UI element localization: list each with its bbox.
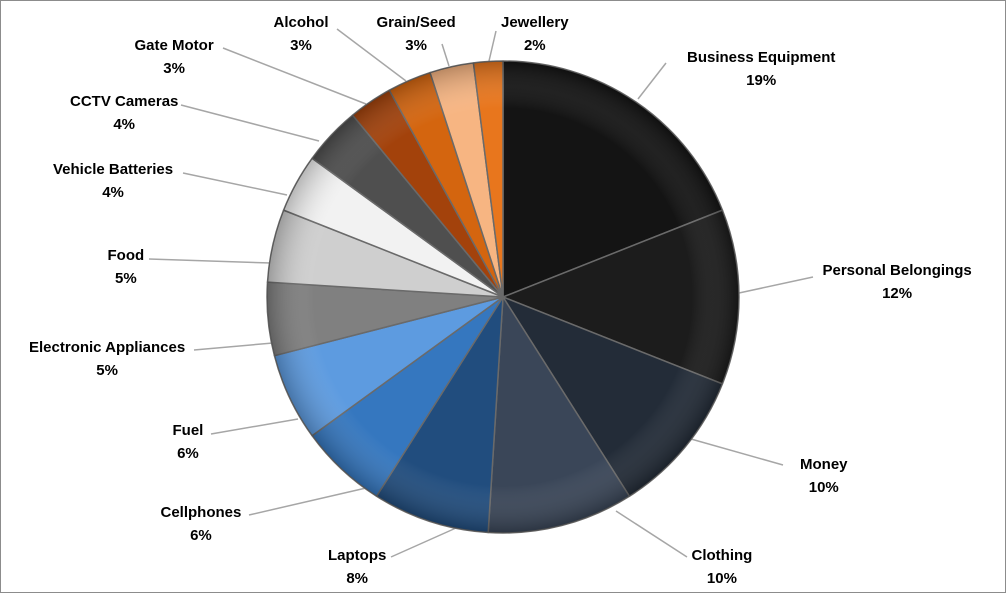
leader-line	[182, 172, 288, 196]
data-label: Grain/Seed 3%	[377, 11, 456, 57]
data-label-percent: 10%	[808, 479, 839, 496]
data-label: Laptops 8%	[328, 544, 386, 590]
data-label: Vehicle Batteries 4%	[53, 158, 173, 204]
leader-line	[148, 258, 272, 264]
leader-line	[738, 276, 814, 294]
data-label-percent: 12%	[882, 285, 913, 302]
data-label-percent: 5%	[114, 270, 137, 287]
data-label-category: Personal Belongings	[822, 262, 972, 279]
data-label-percent: 6%	[177, 445, 199, 462]
data-label: Personal Belongings 12%	[823, 259, 972, 305]
data-label-percent: 3%	[405, 37, 427, 54]
data-label-category: Business Equipment	[687, 49, 836, 66]
data-label: Gate Motor 3%	[135, 34, 214, 80]
data-label: Electronic Appliances 5%	[29, 336, 185, 382]
data-label: Cellphones 6%	[161, 501, 242, 547]
leader-line	[336, 28, 407, 82]
data-label-category: Electronic Appliances	[29, 339, 186, 356]
data-label-category: Laptops	[328, 547, 387, 564]
data-label: Food 5%	[108, 244, 145, 290]
leader-line	[441, 43, 450, 67]
leader-line	[210, 418, 299, 435]
leader-line	[488, 30, 497, 62]
data-label: Money 10%	[800, 453, 848, 499]
leader-line	[180, 104, 320, 142]
data-label-category: Food	[107, 247, 145, 264]
data-label: Clothing 10%	[692, 544, 753, 590]
data-label-category: Cellphones	[160, 504, 242, 521]
leader-line	[248, 487, 367, 516]
pie-bevel-overlay	[267, 61, 739, 533]
data-label: CCTV Cameras 4%	[70, 90, 178, 136]
data-label-percent: 3%	[163, 60, 185, 77]
leader-lines	[148, 28, 814, 558]
data-label-category: Jewellery	[501, 14, 569, 31]
data-label-percent: 3%	[290, 37, 312, 54]
leader-line	[193, 342, 274, 351]
data-label-percent: 6%	[190, 527, 212, 544]
data-label: Fuel 6%	[173, 419, 204, 465]
data-label-category: Gate Motor	[134, 37, 214, 54]
leader-line	[615, 510, 688, 558]
leader-line	[690, 438, 784, 466]
data-label-percent: 4%	[113, 116, 136, 133]
data-label-category: Alcohol	[273, 14, 329, 31]
data-label-category: Clothing	[691, 547, 753, 564]
data-label-category: Money	[800, 456, 848, 473]
leader-line	[390, 527, 457, 558]
data-label-category: Grain/Seed	[376, 14, 456, 31]
data-label-category: CCTV Cameras	[70, 93, 179, 110]
data-label: Jewellery 2%	[501, 11, 569, 57]
data-label-percent: 5%	[96, 362, 118, 379]
data-label-percent: 19%	[746, 72, 777, 89]
data-label: Business Equipment 19%	[687, 46, 835, 92]
data-label-percent: 2%	[523, 37, 546, 54]
leader-line	[222, 47, 367, 105]
data-label-category: Vehicle Batteries	[53, 161, 174, 178]
data-label-category: Fuel	[172, 422, 204, 439]
data-label-percent: 10%	[706, 570, 737, 587]
data-label: Alcohol 3%	[274, 11, 329, 57]
data-label-percent: 8%	[346, 570, 369, 587]
pie-slices	[266, 60, 740, 534]
leader-line	[637, 62, 667, 100]
data-label-percent: 4%	[102, 184, 124, 201]
